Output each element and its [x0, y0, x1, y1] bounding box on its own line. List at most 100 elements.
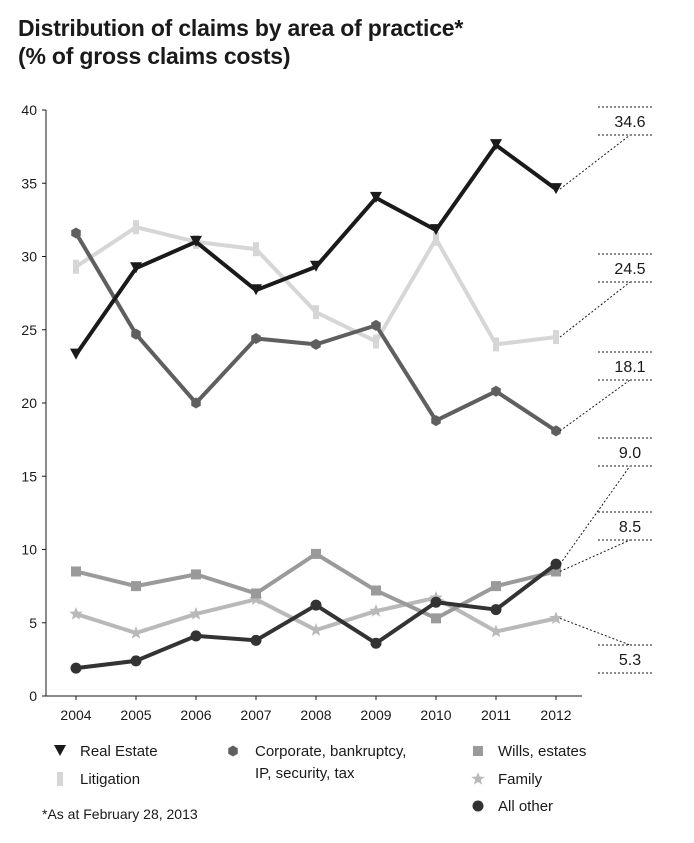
data-point-family — [309, 623, 323, 636]
data-point-corporate-bankruptcy-ip-security-tax — [71, 227, 81, 239]
legend-item-wills-estates: Wills, estates — [473, 743, 586, 760]
legend-marker-litigation — [57, 772, 63, 786]
data-label-family: 5.3 — [619, 652, 641, 669]
data-point-all-other — [130, 655, 142, 667]
data-point-wills-estates — [551, 566, 561, 577]
x-tick-label: 2011 — [481, 707, 511, 723]
data-point-all-other — [190, 630, 202, 642]
legend-label-all-other: All other — [498, 798, 553, 815]
data-point-litigation — [253, 242, 259, 257]
data-point-wills-estates — [431, 613, 441, 624]
data-label-corporate-bankruptcy-ip-security-tax: 18.1 — [614, 359, 645, 376]
data-point-litigation — [433, 231, 439, 246]
y-tick-label: 0 — [29, 688, 37, 704]
legend-label-corporate-bankruptcy-ip-security-tax: IP, security, tax — [255, 765, 355, 782]
data-point-corporate-bankruptcy-ip-security-tax — [371, 319, 381, 331]
data-point-wills-estates — [371, 585, 381, 596]
data-point-family — [69, 606, 83, 620]
data-point-real-estate — [250, 284, 262, 296]
data-point-litigation — [313, 305, 319, 320]
legend-label-family: Family — [498, 771, 543, 788]
chart-subtitle: (% of gross claims costs) — [18, 43, 291, 69]
data-point-wills-estates — [191, 569, 201, 580]
data-label-wills-estates: 8.5 — [619, 519, 641, 536]
series-family — [69, 590, 563, 639]
x-tick-label: 2008 — [300, 707, 331, 723]
callout-leader — [559, 134, 631, 190]
y-tick-label: 30 — [21, 249, 37, 265]
callout-all-other: 9.0 — [559, 437, 652, 565]
data-point-litigation — [553, 330, 559, 345]
data-point-all-other — [370, 637, 382, 649]
legend-item-all-other: All other — [472, 798, 553, 815]
series-litigation — [73, 220, 559, 352]
callout-leader — [559, 281, 631, 338]
x-tick-label: 2009 — [360, 707, 391, 723]
y-tick-label: 25 — [21, 322, 37, 338]
y-tick-label: 10 — [21, 542, 37, 558]
data-point-wills-estates — [71, 566, 81, 577]
data-point-real-estate — [190, 235, 202, 247]
y-tick-label: 40 — [21, 102, 37, 118]
y-tick-label: 15 — [21, 468, 37, 484]
data-point-corporate-bankruptcy-ip-security-tax — [431, 415, 441, 427]
data-point-real-estate — [70, 348, 82, 360]
series-line-litigation — [74, 225, 558, 347]
x-tick-label: 2004 — [60, 707, 91, 723]
legend-item-real-estate: Real Estate — [54, 743, 158, 760]
data-point-family — [189, 606, 203, 620]
callout-leader — [559, 539, 631, 572]
data-point-all-other — [310, 599, 322, 611]
legend-marker-all-other — [472, 800, 484, 812]
data-point-wills-estates — [251, 588, 261, 599]
data-point-corporate-bankruptcy-ip-security-tax — [251, 333, 261, 345]
series-wills-estates — [71, 548, 561, 624]
data-point-family — [369, 604, 383, 617]
legend-marker-wills-estates — [473, 746, 483, 756]
legend-label-litigation: Litigation — [80, 771, 140, 788]
series-line-all-other — [74, 562, 558, 671]
data-point-all-other — [250, 634, 262, 646]
x-tick-label: 2005 — [120, 707, 151, 723]
callout-litigation: 24.5 — [559, 253, 652, 338]
data-label-all-other: 9.0 — [619, 445, 641, 462]
callout-wills-estates: 8.5 — [559, 511, 652, 572]
data-point-corporate-bankruptcy-ip-security-tax — [191, 397, 201, 409]
callout-real-estate: 34.6 — [559, 106, 652, 190]
x-tick-label: 2010 — [420, 707, 451, 723]
data-point-wills-estates — [131, 581, 141, 592]
x-tick-label: 2012 — [540, 707, 571, 723]
data-point-real-estate — [430, 224, 442, 236]
data-point-all-other — [550, 558, 562, 570]
data-point-real-estate — [370, 191, 382, 203]
callout-family: 5.3 — [559, 617, 652, 674]
data-point-litigation — [493, 337, 499, 352]
y-tick-label: 5 — [29, 615, 37, 631]
callout-leader — [559, 379, 631, 432]
data-point-wills-estates — [311, 548, 321, 559]
series-all-other — [70, 558, 562, 674]
data-point-all-other — [70, 662, 82, 674]
data-point-corporate-bankruptcy-ip-security-tax — [551, 425, 561, 437]
data-point-litigation — [73, 259, 79, 274]
series-real-estate — [70, 139, 562, 360]
data-point-corporate-bankruptcy-ip-security-tax — [491, 385, 501, 397]
data-point-wills-estates — [491, 581, 501, 592]
data-point-corporate-bankruptcy-ip-security-tax — [311, 338, 321, 350]
legend-label-wills-estates: Wills, estates — [498, 743, 586, 760]
data-point-litigation — [373, 334, 379, 349]
data-point-real-estate — [130, 262, 142, 274]
data-point-real-estate — [490, 139, 502, 151]
callout-corporate-bankruptcy-ip-security-tax: 18.1 — [559, 351, 652, 432]
x-tick-label: 2006 — [180, 707, 211, 723]
chart-title: Distribution of claims by area of practi… — [18, 15, 464, 41]
callout-leader — [559, 617, 631, 646]
legend-marker-corporate-bankruptcy-ip-security-tax — [228, 745, 238, 757]
data-point-real-estate — [310, 260, 322, 272]
data-point-litigation — [133, 220, 139, 235]
legend-marker-family — [471, 772, 485, 785]
data-point-all-other — [490, 604, 502, 616]
series-corporate-bankruptcy-ip-security-tax — [71, 227, 561, 437]
y-tick-label: 35 — [21, 175, 37, 191]
